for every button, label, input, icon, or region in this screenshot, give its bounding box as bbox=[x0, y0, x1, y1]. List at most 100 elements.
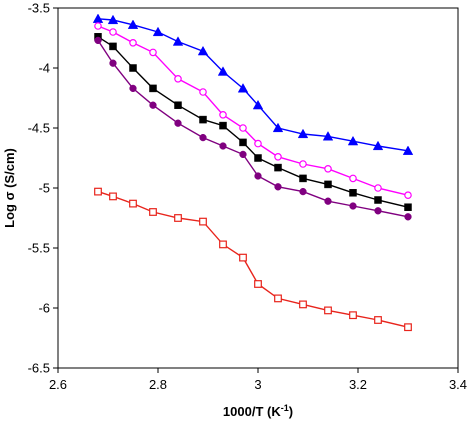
data-point bbox=[219, 142, 227, 150]
data-point bbox=[237, 83, 249, 93]
data-point bbox=[149, 208, 157, 216]
data-point bbox=[94, 22, 102, 30]
series-line bbox=[97, 18, 409, 152]
plot-border bbox=[57, 7, 459, 369]
y-tick-label: -6.5 bbox=[28, 361, 50, 376]
data-point bbox=[349, 174, 357, 183]
data-point bbox=[107, 14, 119, 25]
data-point bbox=[274, 294, 282, 303]
data-point bbox=[199, 217, 207, 226]
data-point bbox=[349, 202, 357, 210]
data-point bbox=[174, 75, 182, 83]
data-point bbox=[109, 59, 117, 67]
data-point bbox=[254, 172, 262, 180]
data-point bbox=[152, 26, 164, 37]
data-point bbox=[254, 154, 262, 162]
data-point bbox=[172, 36, 184, 46]
data-point bbox=[219, 121, 227, 130]
x-tick-label: 2.6 bbox=[49, 377, 67, 392]
data-point bbox=[374, 316, 382, 324]
series-4 bbox=[94, 36, 412, 221]
data-point bbox=[324, 180, 332, 189]
data-point bbox=[254, 139, 262, 148]
data-point bbox=[274, 163, 282, 172]
data-point bbox=[404, 323, 412, 332]
data-point bbox=[297, 128, 309, 139]
data-point bbox=[129, 38, 137, 47]
plot-area bbox=[57, 7, 459, 369]
data-point bbox=[174, 101, 182, 109]
data-point bbox=[274, 153, 282, 161]
data-point bbox=[239, 150, 247, 159]
data-point bbox=[109, 42, 117, 51]
data-point bbox=[219, 111, 227, 119]
data-point bbox=[94, 36, 102, 45]
data-point bbox=[129, 199, 137, 208]
y-tick-label: -4.5 bbox=[28, 121, 50, 136]
x-axis-title-superscript: -1 bbox=[281, 403, 289, 413]
data-point bbox=[347, 135, 359, 146]
y-axis-title: Log σ (S/cm) bbox=[2, 148, 17, 228]
data-point bbox=[199, 88, 207, 96]
y-tick-label: -5 bbox=[38, 181, 50, 196]
x-axis-title: 1000/T (K-1) bbox=[223, 403, 293, 419]
data-point bbox=[109, 192, 117, 201]
data-point bbox=[254, 280, 262, 288]
x-tick-label: 3 bbox=[254, 377, 261, 392]
data-point bbox=[199, 115, 207, 124]
y-tick-label: -5.5 bbox=[28, 241, 50, 256]
data-point bbox=[239, 253, 247, 262]
data-point bbox=[299, 187, 307, 196]
data-point bbox=[324, 165, 332, 173]
series-3 bbox=[94, 33, 412, 211]
y-tick-label: -6 bbox=[38, 301, 50, 316]
x-tick-label: 3.4 bbox=[449, 377, 467, 392]
data-point bbox=[129, 64, 137, 72]
data-point bbox=[109, 28, 117, 36]
data-point bbox=[174, 214, 182, 222]
data-point bbox=[239, 124, 247, 132]
data-point bbox=[299, 174, 307, 183]
data-point bbox=[324, 197, 332, 205]
data-point bbox=[404, 203, 412, 211]
data-point bbox=[322, 131, 334, 141]
data-point bbox=[372, 140, 384, 151]
data-point bbox=[324, 306, 332, 315]
x-axis: 2.6 2.8 3 3.2 3.4 bbox=[49, 368, 467, 392]
data-point bbox=[374, 196, 382, 204]
y-tick-label: -3.5 bbox=[28, 1, 50, 16]
series-2 bbox=[94, 22, 412, 200]
series-layer bbox=[92, 13, 414, 332]
data-point bbox=[149, 48, 157, 57]
data-point bbox=[174, 119, 182, 127]
data-point bbox=[349, 311, 357, 320]
data-point bbox=[272, 122, 284, 133]
x-tick-label: 2.8 bbox=[149, 377, 167, 392]
data-point bbox=[299, 160, 307, 168]
data-point bbox=[374, 184, 382, 192]
data-point bbox=[217, 66, 229, 76]
data-point bbox=[149, 84, 157, 93]
data-point bbox=[199, 133, 207, 142]
x-axis-title-close: ) bbox=[289, 404, 293, 419]
data-point bbox=[197, 45, 209, 56]
x-axis-title-main: 1000/T (K bbox=[223, 404, 281, 419]
data-point bbox=[404, 191, 412, 200]
data-point bbox=[94, 187, 102, 196]
data-point bbox=[374, 207, 382, 215]
data-point bbox=[299, 300, 307, 309]
series-line bbox=[97, 40, 409, 218]
data-point bbox=[219, 240, 227, 249]
data-point bbox=[349, 189, 357, 197]
data-point bbox=[239, 138, 247, 147]
data-point bbox=[252, 99, 264, 110]
series-line bbox=[97, 190, 409, 328]
data-point bbox=[404, 213, 412, 221]
data-point bbox=[127, 19, 139, 29]
y-axis: -3.5 -4 -4.5 -5 -5.5 -6 -6.5 bbox=[28, 1, 58, 376]
data-point bbox=[402, 145, 414, 155]
data-point bbox=[149, 101, 157, 109]
series-5 bbox=[94, 187, 412, 332]
